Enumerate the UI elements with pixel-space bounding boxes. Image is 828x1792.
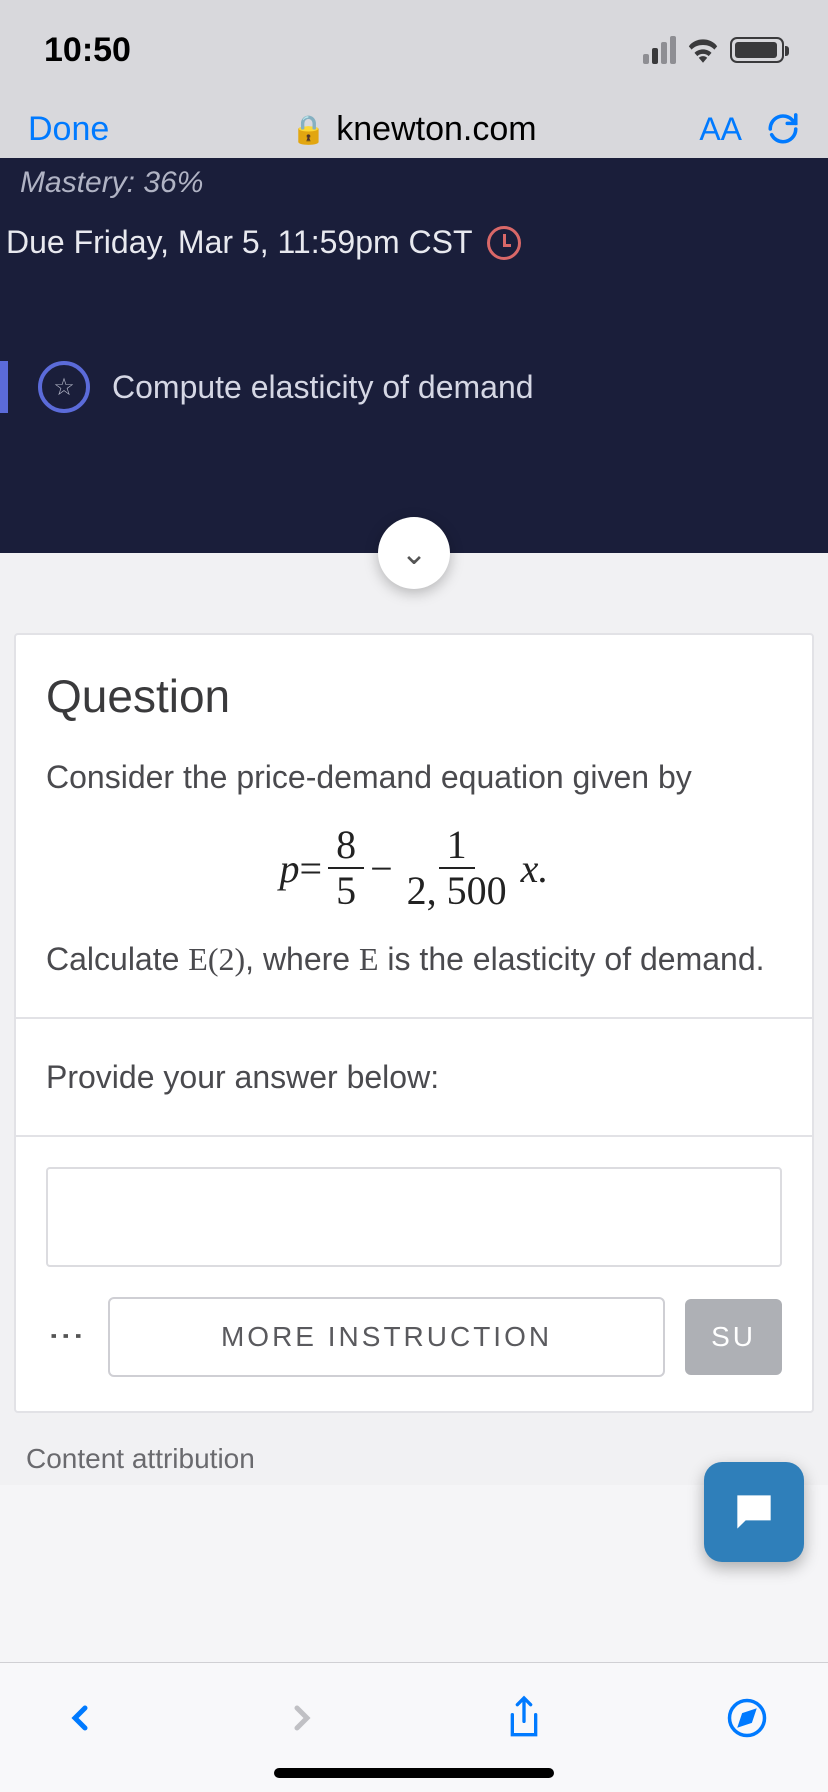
content-area: Question Consider the price-demand equat… bbox=[0, 553, 828, 1485]
collapse-button[interactable]: ⌄ bbox=[378, 517, 450, 589]
due-date: Due Friday, Mar 5, 11:59pm CST bbox=[0, 224, 828, 361]
reload-icon[interactable] bbox=[766, 112, 800, 146]
status-time: 10:50 bbox=[44, 31, 131, 70]
forward-button[interactable] bbox=[282, 1698, 322, 1738]
mastery-text: Mastery: 36% bbox=[0, 158, 828, 224]
provide-answer-label: Provide your answer below: bbox=[46, 1053, 782, 1101]
question-heading: Question bbox=[46, 669, 782, 723]
status-bar: 10:50 bbox=[0, 0, 828, 100]
fraction-2: 1 2, 500 bbox=[399, 825, 515, 911]
clock-icon bbox=[487, 226, 521, 260]
topic-row[interactable]: ☆ Compute elasticity of demand bbox=[0, 361, 828, 413]
back-button[interactable] bbox=[60, 1698, 100, 1738]
answer-input[interactable] bbox=[46, 1167, 782, 1267]
status-indicators bbox=[643, 36, 784, 64]
chat-button[interactable] bbox=[704, 1462, 804, 1562]
url-display[interactable]: 🔒 knewton.com bbox=[291, 110, 536, 149]
eq-tail: x. bbox=[521, 845, 549, 892]
assignment-header: Mastery: 36% Due Friday, Mar 5, 11:59pm … bbox=[0, 158, 828, 553]
home-indicator[interactable] bbox=[274, 1768, 554, 1778]
cellular-icon bbox=[643, 36, 676, 64]
battery-icon bbox=[730, 37, 784, 63]
share-button[interactable] bbox=[504, 1694, 544, 1742]
content-attribution-link[interactable]: Content attribution bbox=[14, 1413, 814, 1485]
domain-text: knewton.com bbox=[336, 110, 536, 149]
equation: p = 8 5 − 1 2, 500 x. bbox=[46, 825, 782, 911]
eq-lhs: p bbox=[280, 845, 300, 892]
question-card: Question Consider the price-demand equat… bbox=[14, 633, 814, 1413]
topic-title: Compute elasticity of demand bbox=[112, 369, 534, 406]
due-text: Due Friday, Mar 5, 11:59pm CST bbox=[6, 224, 473, 261]
safari-compass-icon[interactable] bbox=[726, 1697, 768, 1739]
submit-button[interactable]: SU bbox=[685, 1299, 782, 1375]
eq-minus: − bbox=[370, 845, 393, 892]
wifi-icon bbox=[686, 37, 720, 63]
more-instruction-button[interactable]: MORE INSTRUCTION bbox=[108, 1297, 665, 1377]
chat-icon bbox=[729, 1487, 779, 1537]
star-icon: ☆ bbox=[38, 361, 90, 413]
text-size-button[interactable]: AA bbox=[699, 111, 742, 148]
question-intro: Consider the price-demand equation given… bbox=[46, 753, 782, 801]
eq-equals: = bbox=[300, 845, 323, 892]
more-options-button[interactable]: ⋮ bbox=[46, 1318, 88, 1356]
done-button[interactable]: Done bbox=[28, 110, 109, 149]
chevron-down-icon: ⌄ bbox=[401, 534, 428, 572]
browser-toolbar: Done 🔒 knewton.com AA bbox=[0, 100, 828, 158]
question-calc: Calculate E(2), where E is the elasticit… bbox=[46, 935, 782, 983]
fraction-1: 8 5 bbox=[328, 825, 364, 911]
lock-icon: 🔒 bbox=[291, 113, 326, 146]
